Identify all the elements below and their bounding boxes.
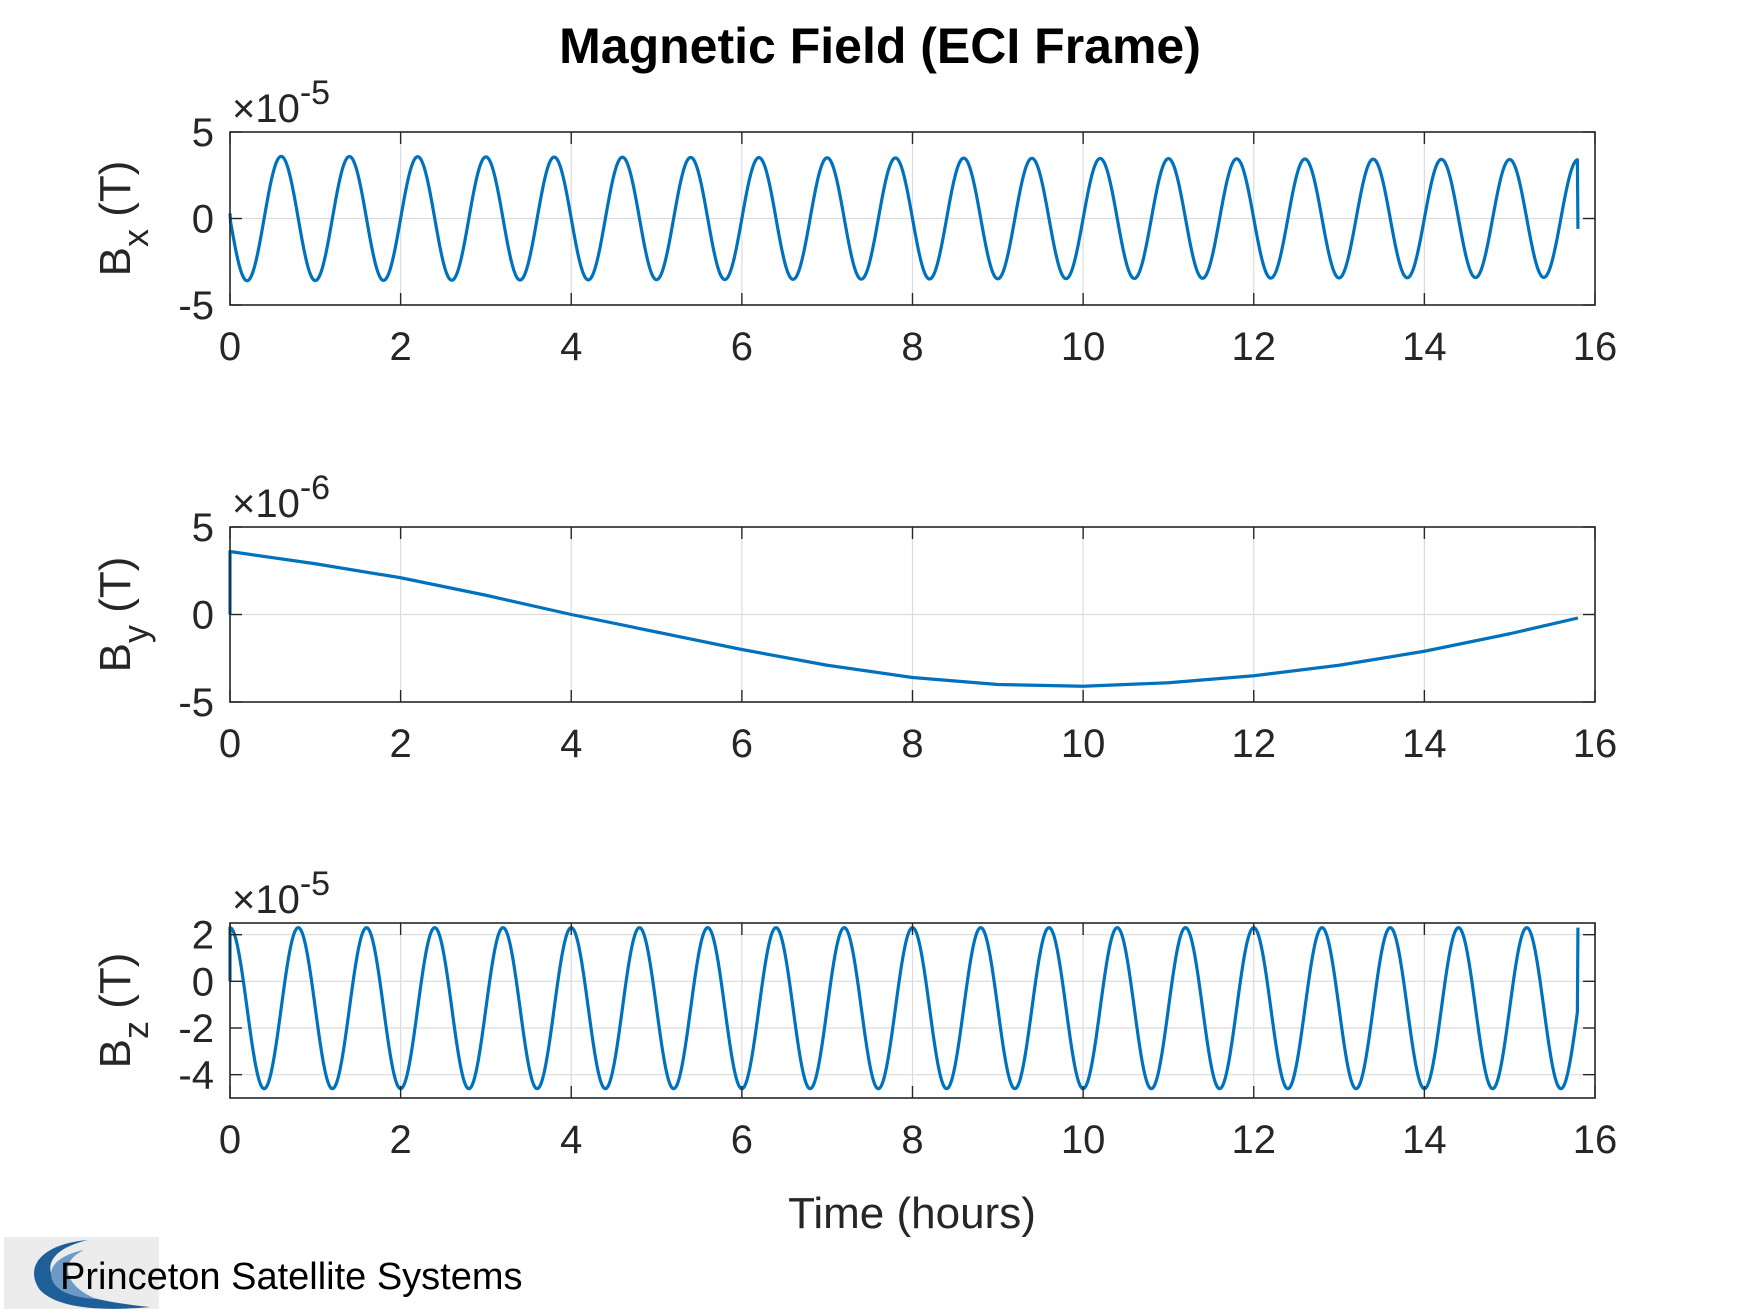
x-tick-label: 0: [219, 722, 241, 766]
exponent-multiplier: ×10-6: [232, 469, 330, 526]
y-axis-label: By (T): [91, 557, 156, 673]
series-line-bx: [228, 154, 1580, 283]
x-tick-label: 8: [901, 1118, 923, 1162]
y-tick-label: -5: [178, 284, 214, 328]
x-tick-label: 2: [390, 722, 412, 766]
x-tick-label: 8: [901, 325, 923, 369]
y-tick-label: 5: [192, 111, 214, 155]
x-tick-label: 14: [1402, 325, 1447, 369]
subplot-bx: 0 2 4 6 8 10 12 14 16-505×10-5Bx (T): [91, 74, 1617, 369]
logo-swoosh-inner-icon: [51, 1250, 96, 1299]
series-line-bz: [228, 926, 1580, 1091]
series-line-by: [228, 549, 1579, 688]
x-tick-label: 10: [1061, 325, 1106, 369]
x-tick-label: 12: [1232, 325, 1277, 369]
exponent-multiplier: ×10-5: [232, 74, 330, 131]
x-tick-label: 16: [1573, 325, 1618, 369]
x-tick-label: 12: [1232, 722, 1277, 766]
x-tick-label: 2: [390, 1118, 412, 1162]
x-tick-label: 4: [560, 325, 582, 369]
x-tick-label: 10: [1061, 722, 1106, 766]
subplot-by: 0 2 4 6 8 10 12 14 16-505×10-6By (T): [91, 469, 1617, 766]
figure-title: Magnetic Field (ECI Frame): [559, 18, 1201, 74]
x-tick-label: 10: [1061, 1118, 1106, 1162]
logo-text: Princeton Satellite Systems: [60, 1256, 523, 1298]
x-tick-label: 6: [731, 1118, 753, 1162]
x-tick-label: 14: [1402, 722, 1447, 766]
x-tick-label: 6: [731, 325, 753, 369]
x-tick-label: 0: [219, 325, 241, 369]
y-axis-label: Bx (T): [91, 161, 156, 277]
y-tick-label: -5: [178, 681, 214, 725]
x-tick-label: 2: [390, 325, 412, 369]
subplots: 0 2 4 6 8 10 12 14 16-505×10-5Bx (T)0 2 4 6 8 10 12 14 1…: [91, 74, 1617, 1162]
x-tick-label: 12: [1232, 1118, 1277, 1162]
x-tick-label: 16: [1573, 722, 1618, 766]
x-tick-label: 6: [731, 722, 753, 766]
x-tick-label: 8: [901, 722, 923, 766]
x-axis-label: Time (hours): [788, 1189, 1036, 1238]
logo-swoosh-icon: [34, 1240, 150, 1309]
company-logo: Princeton Satellite Systems: [4, 1237, 523, 1309]
y-tick-label: 0: [192, 960, 214, 1004]
x-tick-label: 0: [219, 1118, 241, 1162]
x-tick-label: 4: [560, 722, 582, 766]
y-axis-label: Bz (T): [91, 953, 156, 1069]
x-tick-label: 14: [1402, 1118, 1447, 1162]
y-tick-label: 2: [192, 914, 214, 958]
x-tick-label: 4: [560, 1118, 582, 1162]
y-tick-label: -2: [178, 1007, 214, 1051]
x-tick-label: 16: [1573, 1118, 1618, 1162]
y-tick-label: 0: [192, 198, 214, 242]
y-tick-label: -4: [178, 1054, 214, 1098]
exponent-multiplier: ×10-5: [232, 865, 330, 922]
y-tick-label: 5: [192, 506, 214, 550]
subplot-bz: 0 2 4 6 8 10 12 14 16-4-202×10-5Bz (T): [91, 865, 1617, 1162]
y-tick-label: 0: [192, 594, 214, 638]
